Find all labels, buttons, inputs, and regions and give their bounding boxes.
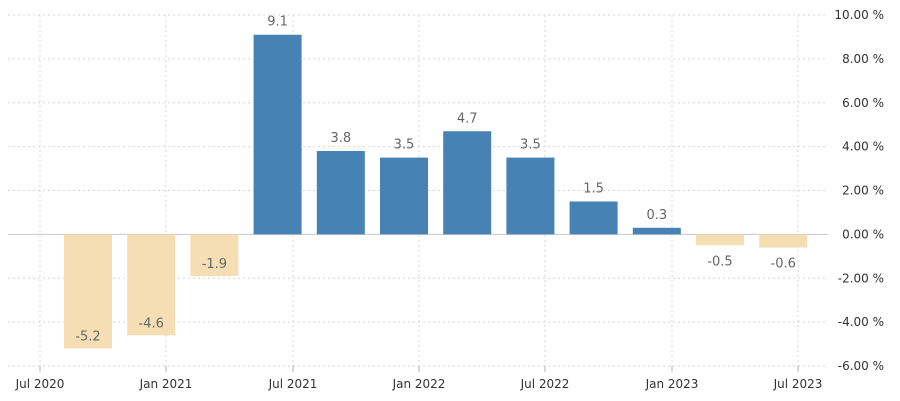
data-label: 1.5: [583, 181, 604, 196]
bar-q2-2023: [759, 234, 808, 248]
y-tick-label: 8.00 %: [842, 52, 884, 66]
y-tick-label: 10.00 %: [834, 8, 884, 22]
bar-q4-2020: [127, 234, 176, 336]
y-tick-label: 2.00 %: [842, 184, 884, 198]
x-tick-label: Jul 2021: [268, 377, 318, 391]
data-label: 9.1: [267, 15, 288, 30]
bar-q3-2021: [316, 151, 365, 235]
data-labels-layer: -5.2 -4.6 -1.9 9.1 3.8 3.5 4.7 3.5 1.5 0.3 -0.5 -0.…: [75, 15, 796, 345]
y-axis: 10.00 % 8.00 % 6.00 % 4.00 % 2.00 % 0.00 % -2.…: [834, 8, 884, 373]
y-tick-label: 0.00 %: [842, 227, 884, 241]
x-tick-label: Jan 2021: [139, 377, 193, 391]
x-tick-label: Jul 2020: [15, 377, 65, 391]
y-tick-label: -4.00 %: [838, 315, 884, 329]
x-tick-label: Jul 2023: [773, 377, 823, 391]
x-tick-label: Jan 2022: [392, 377, 446, 391]
bar-q1-2023: [696, 234, 744, 246]
bar-q2-2022: [506, 157, 555, 235]
bar-q1-2021: [190, 234, 239, 277]
x-tick-label: Jul 2022: [520, 377, 570, 391]
bar-q4-2022: [632, 227, 681, 235]
bar-q3-2020: [64, 234, 112, 349]
data-label: 0.3: [646, 208, 667, 223]
data-label: 3.5: [394, 138, 415, 153]
data-label: 3.5: [520, 138, 541, 153]
data-label: 4.7: [457, 111, 478, 126]
y-tick-label: 6.00 %: [842, 96, 884, 110]
data-label: -0.6: [771, 257, 796, 272]
data-label: -4.6: [139, 316, 164, 331]
y-tick-label: -2.00 %: [838, 271, 884, 285]
x-tick-label: Jan 2023: [645, 377, 699, 391]
y-tick-label: 4.00 %: [842, 140, 884, 154]
data-label: -1.9: [202, 257, 227, 272]
bar-q4-2021: [380, 157, 428, 235]
data-label: 3.8: [330, 131, 351, 146]
bar-q1-2022: [443, 131, 492, 235]
bar-q2-2021: [253, 34, 302, 235]
bar-q3-2022: [569, 201, 618, 235]
data-label: -0.5: [707, 254, 732, 269]
y-tick-label: -6.00 %: [838, 359, 884, 373]
bars-layer: [64, 34, 808, 349]
x-axis: Jul 2020 Jan 2021 Jul 2021 Jan 2022 Jul 2022…: [15, 366, 823, 391]
data-label: -5.2: [75, 329, 100, 344]
